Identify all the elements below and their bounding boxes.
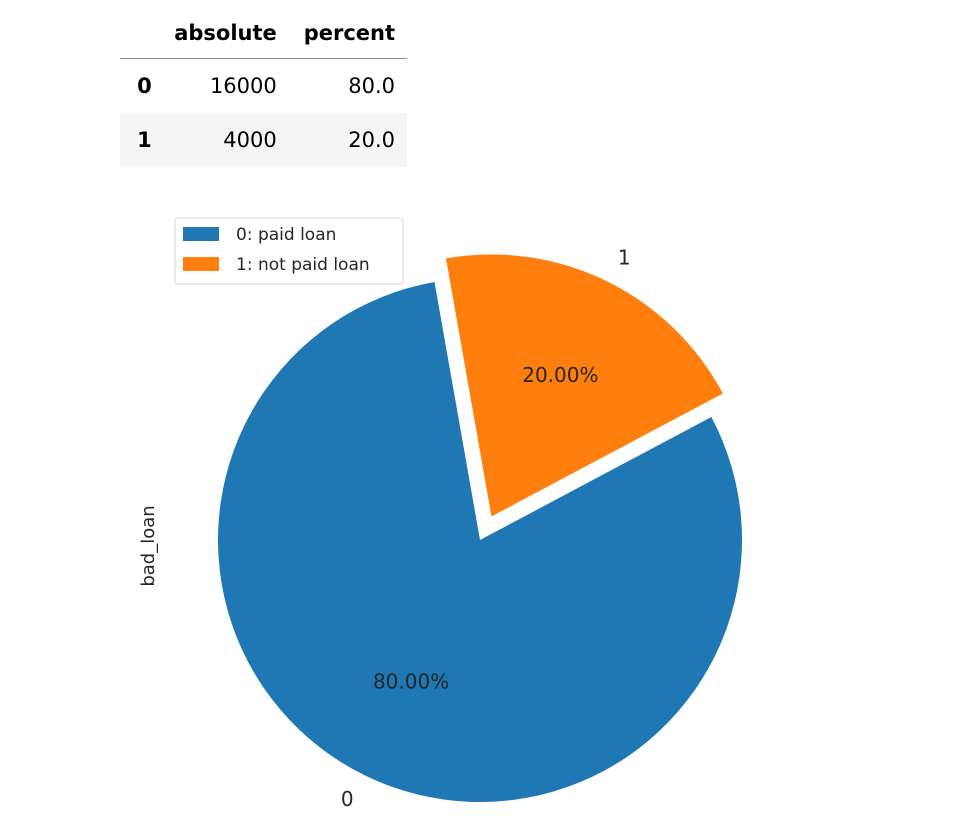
absolute-cell: 4000: [223, 127, 277, 152]
pie-labels: 80.00% 0 20.00% 1: [341, 245, 631, 811]
percent-cell: 20.0: [348, 127, 395, 152]
table-row: 0 16000 80.0: [120, 59, 407, 113]
legend-label: 1: not paid loan: [236, 255, 370, 275]
percent-cell: 80.0: [348, 73, 395, 98]
table-row: 1 4000 20.0: [120, 112, 407, 167]
legend-swatch: [183, 257, 219, 271]
pie-slice-1: [445, 254, 723, 517]
absolute-cell: 16000: [209, 73, 277, 98]
slice-category-label: 0: [341, 787, 354, 811]
index-header: [120, 8, 169, 59]
slice-percent-label: 80.00%: [373, 669, 449, 693]
slice-percent-label: 20.00%: [522, 363, 598, 387]
row-index: 1: [137, 127, 152, 152]
dataframe-table: absolute percent 0 16000 80.0 1 4000 20.…: [120, 8, 407, 167]
pie-slice-0: [218, 281, 743, 803]
y-axis-label: bad_loan: [138, 505, 159, 586]
slice-category-label: 1: [618, 245, 631, 269]
table-header-row: absolute percent: [120, 8, 407, 59]
legend: 0: paid loan 1: not paid loan: [174, 217, 404, 285]
legend-frame: [174, 217, 404, 285]
pie-slices: [218, 254, 743, 803]
absolute-header: absolute: [168, 8, 279, 59]
percent-header: percent: [278, 8, 407, 59]
legend-label: 0: paid loan: [236, 225, 336, 245]
row-index: 0: [137, 73, 152, 98]
legend-swatch: [183, 227, 219, 241]
value-counts-table: absolute percent 0 16000 80.0 1 4000 20.…: [120, 8, 407, 167]
